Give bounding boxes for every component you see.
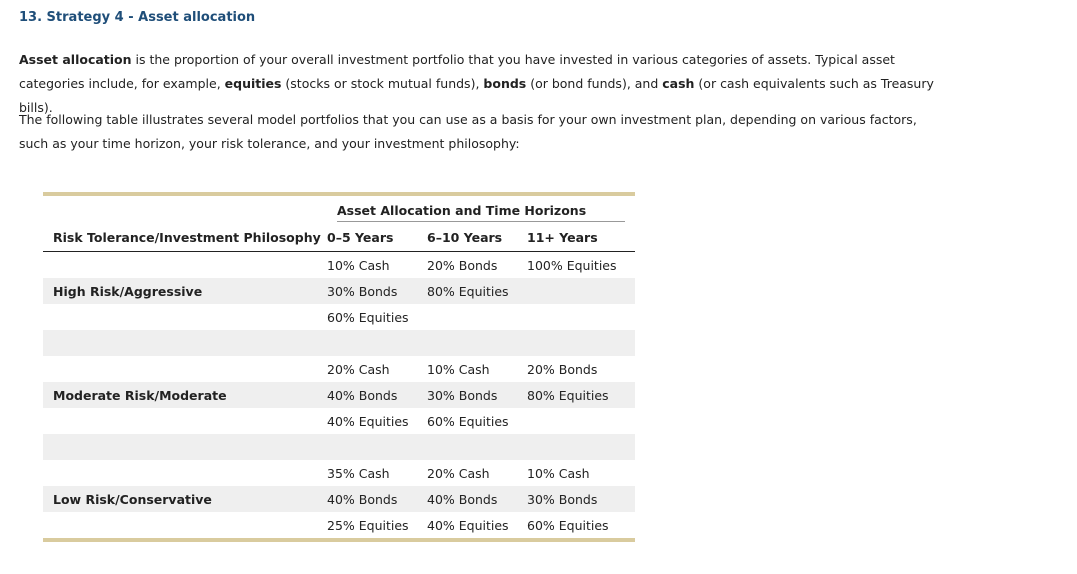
risk-profile-cell: High Risk/Aggressive [53,283,203,299]
allocation-cell: 80% Equities [427,283,509,299]
table-row: Low Risk/Conservative 40% Bonds 40% Bonds 3… [43,486,635,512]
table-row: 10% Cash 20% Bonds 100% Equities [43,252,635,278]
bold-term: cash [662,76,695,91]
allocation-cell: 40% Bonds [427,491,498,507]
header-6-10-years: 6–10 Years [427,230,503,245]
allocation-cell: 25% Equities [327,517,409,533]
allocation-cell: 30% Bonds [527,491,598,507]
bold-term: bonds [483,76,527,91]
allocation-cell: 20% Cash [427,465,490,481]
allocation-cell: 40% Equities [427,517,509,533]
table-row: 25% Equities 40% Equities 60% Equities [43,512,635,538]
asset-allocation-table: Asset Allocation and Time Horizons Risk … [43,192,635,542]
risk-profile-cell: Moderate Risk/Moderate [53,387,227,403]
allocation-cell: 60% Equities [527,517,609,533]
header-risk-tolerance: Risk Tolerance/Investment Philosophy [53,230,321,245]
section-heading: 13. Strategy 4 - Asset allocation [19,10,256,25]
table-row [43,330,635,356]
allocation-cell: 20% Cash [327,361,390,377]
allocation-cell: 10% Cash [527,465,590,481]
allocation-cell: 20% Bonds [427,257,498,273]
group-header: Asset Allocation and Time Horizons [337,203,625,222]
text-run: (or bond funds), and [526,76,663,91]
allocation-cell: 20% Bonds [527,361,598,377]
text-run: is the proportion of your overall invest… [19,52,895,91]
bold-term: equities [224,76,282,91]
table-row: High Risk/Aggressive 30% Bonds 80% Equitie… [43,278,635,304]
table-intro-paragraph: The following table illustrates several … [19,112,917,151]
allocation-cell: 100% Equities [527,257,617,273]
allocation-cell: 10% Cash [427,361,490,377]
allocation-cell: 60% Equities [327,309,409,325]
table-row: 40% Equities 60% Equities [43,408,635,434]
allocation-cell: 10% Cash [327,257,390,273]
table-row: 20% Cash 10% Cash 20% Bonds [43,356,635,382]
table-row: 35% Cash 20% Cash 10% Cash [43,460,635,486]
table-row: 60% Equities [43,304,635,330]
allocation-cell: 60% Equities [427,413,509,429]
table-row [43,434,635,460]
allocation-cell: 80% Equities [527,387,609,403]
text-run: (stocks or stock mutual funds), [281,76,484,91]
risk-profile-cell: Low Risk/Conservative [53,491,212,507]
allocation-cell: 40% Equities [327,413,409,429]
allocation-cell: 30% Bonds [327,283,398,299]
text-run: (or cash equivalents such as Treasury bi… [19,76,934,115]
allocation-cell: 40% Bonds [327,491,398,507]
table-row: Moderate Risk/Moderate 40% Bonds 30% Bonds… [43,382,635,408]
allocation-cell: 40% Bonds [327,387,398,403]
header-11-plus-years: 11+ Years [527,230,598,245]
column-header-row: Risk Tolerance/Investment Philosophy 0–5… [43,224,635,252]
bold-term: Asset allocation [19,52,132,67]
allocation-cell: 30% Bonds [427,387,498,403]
intro-paragraph: Asset allocation is the proportion of yo… [19,48,949,120]
allocation-cell: 35% Cash [327,465,390,481]
header-0-5-years: 0–5 Years [327,230,394,245]
group-header-row: Asset Allocation and Time Horizons [43,196,635,224]
